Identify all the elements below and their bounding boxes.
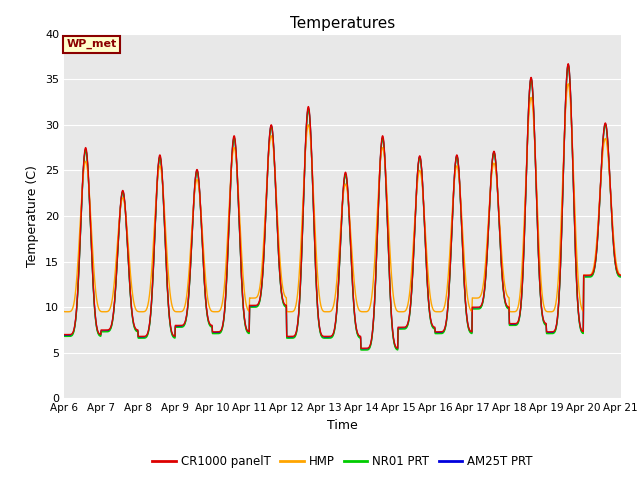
Y-axis label: Temperature (C): Temperature (C): [26, 165, 40, 267]
CR1000 panelT: [520, 250, 527, 255]
AM25T PRT: [278, 297, 286, 302]
AM25T PRT: [617, 273, 625, 279]
AM25T PRT: [428, 323, 436, 328]
HMP: [428, 304, 436, 310]
HMP: [520, 229, 527, 235]
AM25T PRT: [564, 62, 572, 68]
X-axis label: Time: Time: [327, 419, 358, 432]
NR01 PRT: [428, 324, 436, 329]
HMP: [100, 309, 108, 314]
CR1000 panelT: [428, 322, 436, 327]
Line: CR1000 panelT: CR1000 panelT: [64, 64, 621, 348]
NR01 PRT: [617, 274, 625, 280]
HMP: [617, 272, 625, 278]
Line: HMP: HMP: [64, 84, 621, 312]
NR01 PRT: [568, 138, 576, 144]
HMP: [292, 300, 300, 306]
Title: Temperatures: Temperatures: [290, 16, 395, 31]
NR01 PRT: [564, 63, 572, 69]
CR1000 panelT: [564, 61, 572, 67]
CR1000 panelT: [617, 272, 625, 278]
CR1000 panelT: [360, 346, 368, 351]
HMP: [184, 288, 191, 293]
AM25T PRT: [360, 346, 368, 352]
HMP: [279, 286, 287, 291]
CR1000 panelT: [292, 330, 300, 336]
HMP: [564, 81, 572, 87]
CR1000 panelT: [183, 310, 191, 315]
AM25T PRT: [292, 331, 300, 336]
AM25T PRT: [60, 333, 68, 338]
NR01 PRT: [360, 347, 368, 353]
HMP: [60, 309, 68, 314]
Legend: CR1000 panelT, HMP, NR01 PRT, AM25T PRT: CR1000 panelT, HMP, NR01 PRT, AM25T PRT: [148, 450, 537, 473]
CR1000 panelT: [568, 136, 576, 142]
Line: AM25T PRT: AM25T PRT: [64, 65, 621, 349]
HMP: [568, 134, 576, 140]
Text: WP_met: WP_met: [67, 39, 117, 49]
AM25T PRT: [183, 311, 191, 316]
NR01 PRT: [183, 312, 191, 317]
AM25T PRT: [568, 137, 576, 143]
NR01 PRT: [278, 297, 286, 303]
AM25T PRT: [520, 250, 527, 256]
CR1000 panelT: [278, 296, 286, 301]
CR1000 panelT: [60, 332, 68, 337]
NR01 PRT: [520, 251, 527, 257]
Line: NR01 PRT: NR01 PRT: [64, 66, 621, 350]
NR01 PRT: [60, 334, 68, 339]
NR01 PRT: [292, 332, 300, 337]
